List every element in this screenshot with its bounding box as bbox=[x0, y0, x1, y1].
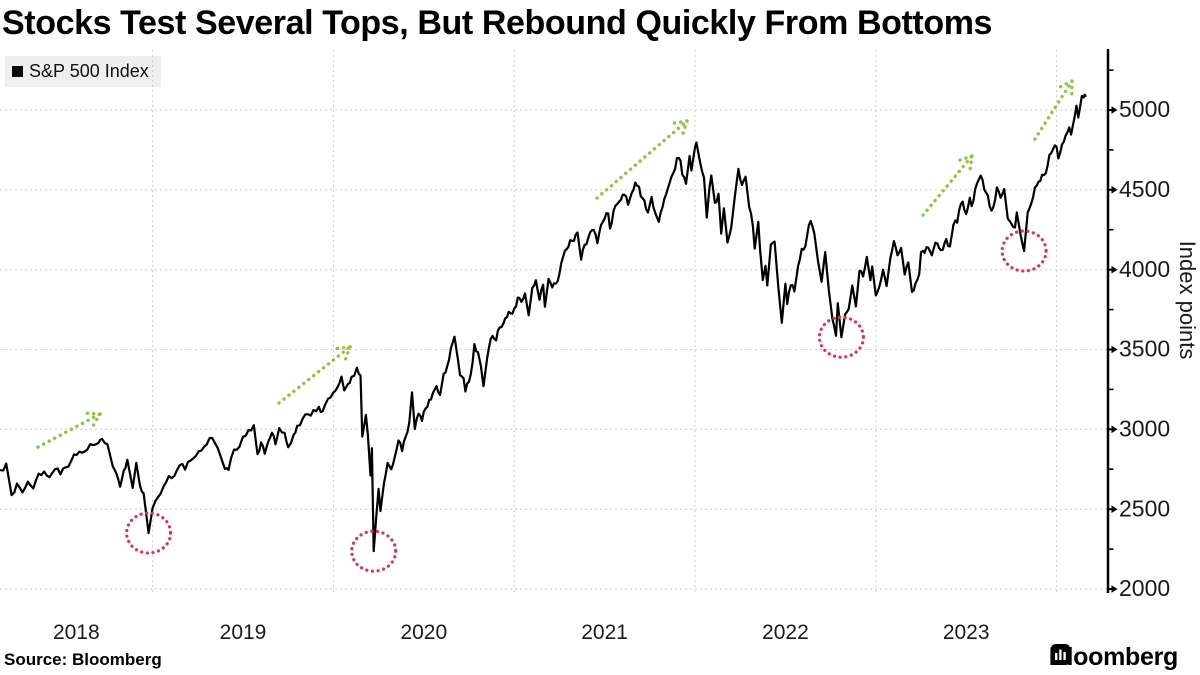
x-axis-year-label: 2022 bbox=[762, 621, 809, 644]
bottom-circle-annotation bbox=[1000, 229, 1048, 273]
y-axis-tick-label: 4000 bbox=[1119, 256, 1170, 282]
bloomberg-wordmark: Bloomberg bbox=[1048, 643, 1179, 671]
top-arrow-annotation bbox=[1033, 79, 1074, 141]
legend-label: S&P 500 Index bbox=[29, 61, 149, 81]
chart-title: Stocks Test Several Tops, But Rebound Qu… bbox=[2, 4, 993, 42]
bottom-circle-annotation bbox=[125, 511, 173, 555]
y-axis-tick-arrow-icon bbox=[1111, 106, 1118, 114]
y-axis-tick-arrow-icon bbox=[1111, 265, 1118, 274]
y-axis-tick-arrow-icon bbox=[1111, 425, 1118, 434]
top-arrow-annotation bbox=[277, 345, 352, 405]
x-axis-year-label: 2021 bbox=[581, 621, 628, 644]
bottom-circle-annotation bbox=[817, 315, 866, 359]
y-axis-tick-arrow-icon bbox=[1111, 345, 1118, 354]
y-axis-tick-label: 3500 bbox=[1119, 336, 1170, 362]
y-axis-tick-label: 5000 bbox=[1119, 96, 1170, 122]
legend: S&P 500 Index bbox=[5, 56, 161, 87]
y-axis-tick-label: 2500 bbox=[1119, 495, 1170, 521]
x-axis-year-label: 2019 bbox=[220, 621, 267, 644]
y-axis-tick-label: 4500 bbox=[1119, 176, 1170, 202]
x-axis-year-label: 2018 bbox=[53, 621, 100, 644]
y-axis-tick-arrow-icon bbox=[1111, 505, 1118, 513]
bloomberg-terminal-icon bbox=[1050, 644, 1070, 665]
y-axis-tick-arrow-icon bbox=[1111, 585, 1118, 593]
top-arrow-annotation bbox=[36, 411, 102, 449]
x-axis-year-label: 2020 bbox=[400, 621, 447, 644]
y-axis-title: Index points bbox=[1175, 241, 1200, 360]
sp500-price-line bbox=[0, 93, 1087, 553]
top-arrow-annotation bbox=[921, 154, 974, 217]
y-axis-tick-arrow-icon bbox=[1111, 186, 1118, 194]
bloomberg-logo: Bloomberg bbox=[1048, 643, 1179, 672]
source-note: Source: Bloomberg bbox=[4, 650, 162, 669]
y-axis-tick-label: 3000 bbox=[1119, 415, 1170, 441]
x-axis-year-label: 2023 bbox=[943, 621, 990, 644]
legend-swatch-icon bbox=[12, 66, 23, 77]
y-axis-tick-label: 2000 bbox=[1119, 575, 1170, 601]
bottom-circle-annotation bbox=[350, 529, 398, 573]
top-arrow-annotation bbox=[595, 119, 689, 200]
